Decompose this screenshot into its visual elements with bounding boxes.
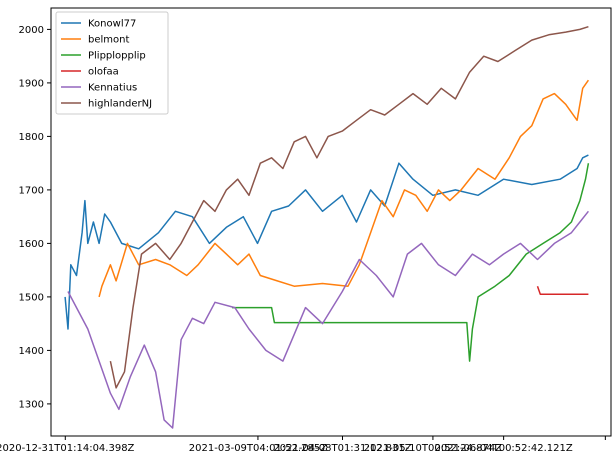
x-tick-label: 2021-03-09T04:01:52.285Z [189, 443, 327, 454]
x-tick-label: 2020-12-31T01:14:04.398Z [0, 443, 135, 454]
x-axis: 2020-12-31T01:14:04.398Z 2021-03-09T04:01… [0, 436, 606, 454]
y-tick-label: 1500 [19, 292, 44, 303]
x-tick-label: 2021-06-04T00:52:42.121Z [434, 443, 572, 454]
series-line-belmont [98, 79, 590, 298]
legend-label-konowl77: Konowl77 [88, 19, 136, 30]
legend-frame [55, 11, 169, 115]
legend: Konowl77 belmont Plipplopplip olofaa Kennati… [55, 11, 169, 115]
series-line-konowl77 [64, 154, 589, 330]
y-tick-label: 1600 [19, 239, 44, 250]
series-line-olofaa [536, 285, 589, 295]
y-tick-label: 1800 [19, 132, 44, 143]
y-tick-label: 1700 [19, 185, 44, 196]
y-tick-label: 1900 [19, 78, 44, 89]
x-tick-label: 2021-05-10T00:52:24.874Z [364, 443, 502, 454]
x-tick-label: 2021-04-08T01:31:12.831Z [273, 443, 411, 454]
series-line-highlandernj [109, 25, 589, 389]
legend-label-kennatius: Kennatius [88, 83, 137, 94]
y-tick-label: 1300 [19, 399, 44, 410]
y-tick-label: 2000 [19, 25, 44, 36]
series-layer [64, 25, 590, 429]
series-line-plipplopplip [232, 163, 590, 362]
legend-label-olofaa: olofaa [88, 67, 119, 78]
legend-label-plipplopplip: Plipplopplip [88, 51, 146, 62]
legend-label-belmont: belmont [88, 35, 129, 46]
y-tick-label: 1400 [19, 346, 44, 357]
series-line-kennatius [67, 210, 589, 429]
legend-label-highlandernj: highlanderNJ [88, 99, 152, 110]
y-axis: 1300 1400 1500 1600 1700 1800 1900 2000 [19, 25, 51, 410]
